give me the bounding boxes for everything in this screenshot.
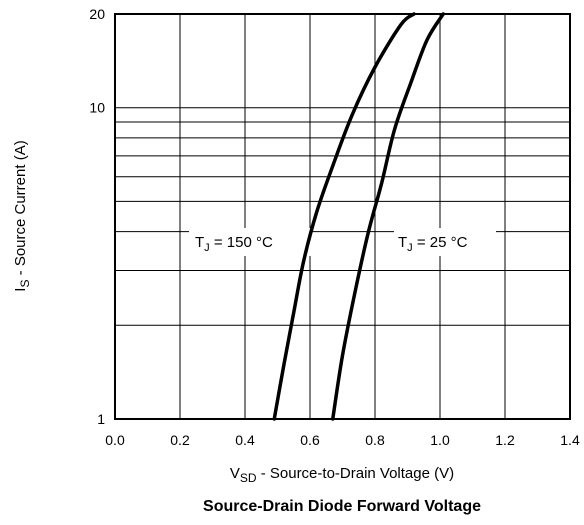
series-label-150c: TJ = 150 °C (195, 234, 273, 254)
series-line-1 (331, 12, 445, 421)
x-axis-label: VSD - Source-to-Drain Voltage (V) (230, 465, 454, 485)
x-tick-label: 0.4 (235, 432, 255, 448)
y-tick-label: 10 (89, 100, 105, 116)
curves (272, 12, 445, 421)
plot-frame (114, 13, 571, 420)
series-label-25c: TJ = 25 °C (398, 234, 468, 254)
x-tick-label: 0.2 (170, 432, 190, 448)
x-tick-label: 1.4 (560, 432, 580, 448)
chart-title: Source-Drain Diode Forward Voltage (203, 498, 481, 515)
x-tick-label: 1.0 (430, 432, 450, 448)
y-tick-label: 20 (89, 6, 105, 22)
x-tick-label: 0.8 (365, 432, 385, 448)
x-tick-label: 0.6 (300, 432, 320, 448)
series-label-bg-25 (394, 228, 496, 256)
y-tick-label: 1 (97, 411, 105, 427)
x-tick-label: 1.2 (495, 432, 515, 448)
y-axis-label: IS - Source Current (A) (12, 140, 32, 291)
tick-labels: 0.0 0.2 0.4 0.6 0.8 1.0 1.2 1.4 1 10 20 (89, 6, 580, 448)
series-line-0 (272, 12, 416, 421)
x-tick-label: 0.0 (105, 432, 125, 448)
series-label-bg-150 (189, 228, 311, 256)
